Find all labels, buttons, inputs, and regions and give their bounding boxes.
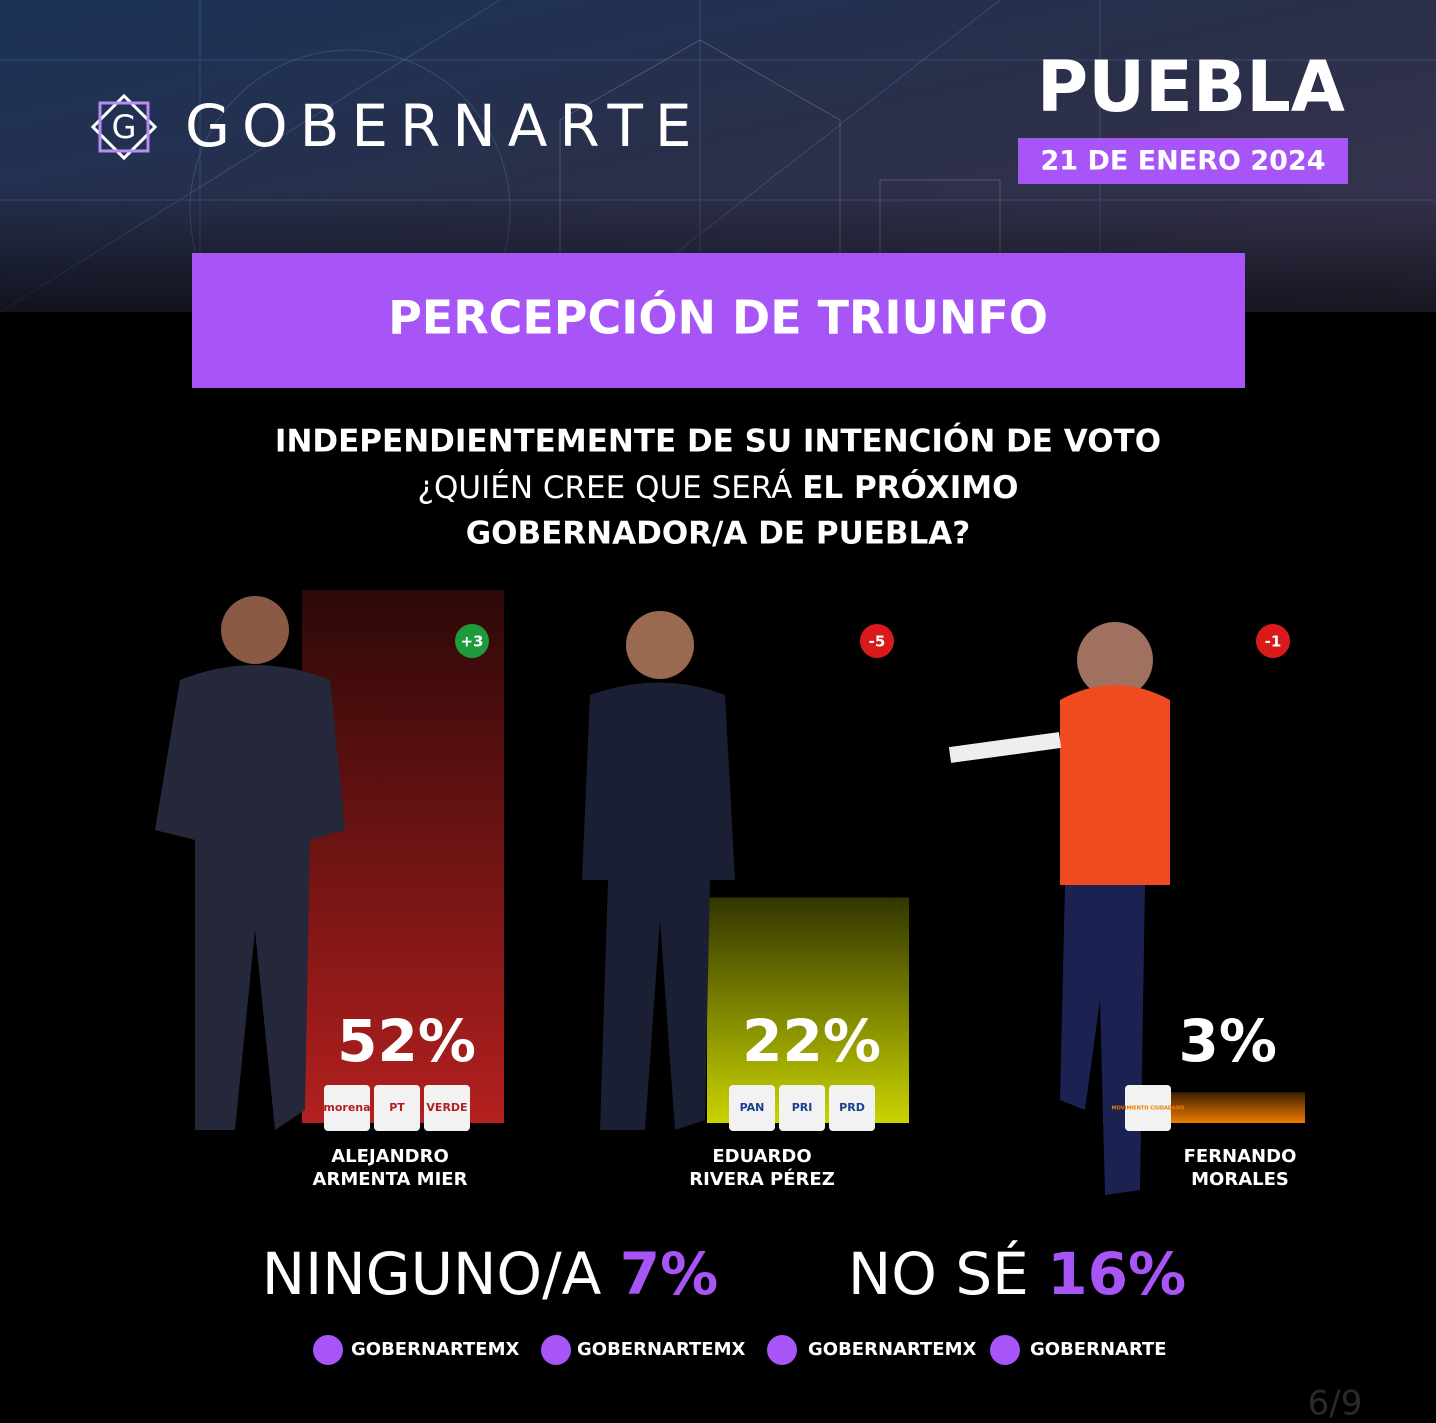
social-handle: GOBERNARTEMX	[351, 1339, 519, 1360]
party-name: PT	[389, 1101, 405, 1114]
other-answer: NO SÉ 16%	[848, 1239, 1186, 1308]
change-badge	[1256, 624, 1290, 658]
subtitle-line: INDEPENDIENTEMENTE DE SU INTENCIÓN DE VO…	[275, 423, 1161, 460]
party-name: morena	[323, 1101, 370, 1114]
other-answer: NINGUNO/A 7%	[262, 1240, 718, 1308]
title-banner	[192, 253, 1245, 388]
party-name: VERDE	[426, 1101, 467, 1114]
party-logo	[1125, 1085, 1171, 1131]
candidate-name: ALEJANDRO	[331, 1146, 449, 1167]
change-badge	[860, 624, 894, 658]
party-logo	[779, 1085, 825, 1131]
candidate-name: FERNANDO	[1184, 1146, 1297, 1167]
change-label: -1	[1265, 633, 1282, 651]
other-value: 16%	[1047, 1240, 1186, 1308]
logo-diamond	[90, 93, 158, 161]
page-number: 6/9	[1308, 1384, 1363, 1423]
logo: G	[90, 93, 158, 161]
subtitle-line: GOBERNADOR/A DE PUEBLA?	[466, 516, 971, 552]
social-handle: GOBERNARTEMX	[577, 1339, 745, 1360]
subtitle-part: ¿QUIÉN CREE QUE SERÁ	[418, 470, 793, 506]
party-name: PRD	[839, 1101, 865, 1114]
other-value: 7%	[620, 1240, 718, 1308]
value-label: 22%	[742, 1007, 881, 1075]
subtitle-part: EL PRÓXIMO	[802, 469, 1018, 506]
value-label: 52%	[337, 1007, 476, 1075]
candidate-name: ARMENTA MIER	[313, 1169, 468, 1190]
party-logo	[374, 1085, 420, 1131]
icon-instagram	[990, 1335, 1020, 1365]
value-label: 3%	[1179, 1007, 1277, 1075]
logo-letter: G	[112, 108, 137, 146]
brand: GOBERNARTE	[185, 92, 704, 160]
logo-square	[98, 101, 150, 153]
bar	[302, 590, 504, 1123]
photos	[155, 596, 1170, 1195]
candidate-name: RIVERA PÉREZ	[689, 1168, 835, 1190]
icon-tiktok	[767, 1335, 797, 1365]
social-handle: GOBERNARTEMX	[808, 1339, 976, 1360]
date-box	[1018, 138, 1348, 184]
candidate-photo	[948, 622, 1170, 1195]
other-label: NINGUNO/A	[262, 1240, 602, 1308]
state: PUEBLA	[1037, 46, 1345, 128]
party-name: MOVIMIENTO CIUDADANO	[1112, 1106, 1185, 1112]
change-label: -5	[869, 633, 886, 651]
party-logo	[324, 1085, 370, 1131]
social-handle: GOBERNARTE	[1030, 1339, 1167, 1360]
party-name: PRI	[792, 1101, 813, 1114]
date: 21 DE ENERO 2024	[1040, 146, 1325, 177]
candidate-photo	[582, 611, 735, 1130]
party-logo	[729, 1085, 775, 1131]
subtitle-line: ¿QUIÉN CREE QUE SERÁ EL PRÓXIMO	[418, 469, 1019, 506]
candidate-name: EDUARDO	[712, 1146, 811, 1167]
social-row: GOBERNARTEMX GOBERNARTEMX GOBERNARTEMX G…	[313, 1335, 1167, 1365]
party-name: PAN	[740, 1101, 765, 1114]
party-logo	[424, 1085, 470, 1131]
change-badge	[455, 624, 489, 658]
chart-title: PERCEPCIÓN DE TRIUNFO	[388, 291, 1048, 345]
candidate-name: MORALES	[1191, 1169, 1289, 1190]
icon-twitter	[541, 1335, 571, 1365]
candidate-photo	[155, 596, 345, 1130]
icon-facebook	[313, 1335, 343, 1365]
party-logo	[829, 1085, 875, 1131]
change-label: +3	[460, 633, 483, 651]
other-label: NO SÉ	[848, 1239, 1029, 1308]
